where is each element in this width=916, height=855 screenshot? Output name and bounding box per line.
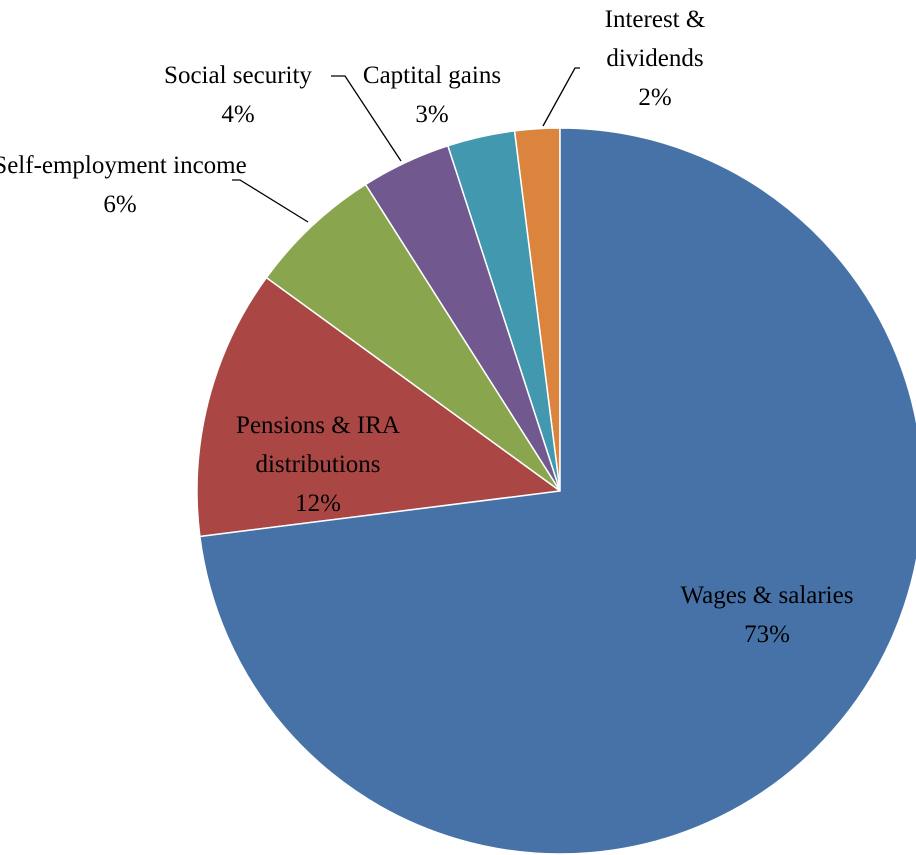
- slice-percent: 73%: [744, 621, 790, 648]
- leader-line: [542, 67, 580, 127]
- data-label: Pensions & IRA distributions 12%: [198, 406, 438, 523]
- pie-slice: [196, 276, 562, 538]
- slice-percent: 4%: [221, 101, 255, 128]
- data-label: Captital gains 3%: [332, 56, 532, 134]
- pie-slice: [265, 183, 561, 492]
- slice-percent: 12%: [295, 490, 341, 517]
- data-label: Self-employment income 6%: [0, 146, 250, 224]
- leader-line: [232, 179, 309, 223]
- slice-percent: 2%: [638, 84, 672, 111]
- slice-name: Self-employment income: [0, 152, 247, 179]
- leader-line: [331, 75, 402, 162]
- slice-percent: 6%: [103, 191, 137, 218]
- data-label: Social security 4%: [138, 56, 338, 134]
- data-label: Wages & salaries 73%: [637, 576, 897, 654]
- pie-slice: [199, 127, 916, 855]
- slice-name: Interest & dividends: [604, 6, 706, 72]
- slice-name: Wages & salaries: [680, 582, 854, 609]
- slice-name: Social security: [164, 62, 312, 89]
- slice-name: Pensions & IRA distributions: [236, 412, 400, 478]
- data-label: Interest & dividends 2%: [575, 0, 735, 117]
- slice-name: Captital gains: [362, 62, 502, 89]
- slice-percent: 3%: [415, 101, 449, 128]
